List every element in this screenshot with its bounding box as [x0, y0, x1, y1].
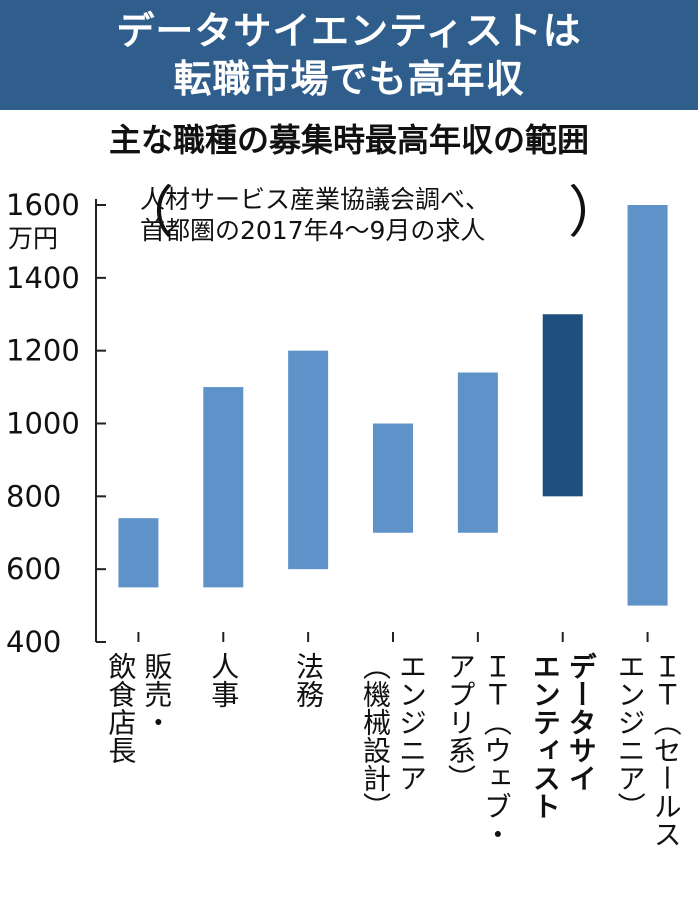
- note-line-2: 首都圏の2017年4～9月の求人: [140, 216, 486, 245]
- y-tick-label: 1600: [6, 188, 80, 222]
- range-bar: [373, 423, 413, 533]
- y-tick-label: 800: [6, 479, 61, 513]
- title-banner: データサイエンティストは 転職市場でも高年収: [0, 0, 698, 110]
- category-label: 販売・: [140, 652, 174, 736]
- category-label: （機械設計）: [359, 652, 392, 820]
- category-label: 法務: [292, 652, 326, 708]
- category-label: アプリ系）: [443, 652, 477, 792]
- category-label: 飲食店長: [104, 652, 138, 764]
- category-label: エンティスト: [528, 652, 562, 820]
- category-label: ＩＴ（ウェブ・: [479, 652, 513, 848]
- range-bar: [288, 350, 329, 570]
- chart-subtitle: 主な職種の募集時最高年収の範囲: [108, 121, 589, 159]
- note-text: 人材サービス産業協議会調べ、 首都圏の2017年4～9月の求人: [140, 184, 490, 246]
- chart-title-line-2: 転職市場でも高年収: [173, 57, 525, 101]
- category-label: エンジニア）: [613, 652, 647, 820]
- category-label: ＩＴ（セールス: [649, 652, 683, 848]
- y-tick-label: 600: [6, 552, 61, 586]
- y-tick-label: 1000: [6, 407, 80, 441]
- range-bar: [542, 314, 583, 497]
- range-bar: [457, 372, 498, 533]
- category-label: エンジニア: [395, 652, 428, 792]
- note-close-paren: ）: [568, 181, 624, 246]
- y-tick-label: 400: [6, 625, 61, 659]
- range-bar: [203, 387, 244, 588]
- y-tick-label: 1200: [6, 334, 80, 368]
- y-tick-label: 1400: [6, 261, 80, 295]
- note-open-paren: （: [118, 181, 174, 246]
- note-line-1: 人材サービス産業協議会調べ、: [140, 185, 491, 214]
- y-axis-unit: 万円: [8, 224, 59, 253]
- category-label: 人事: [207, 652, 241, 708]
- category-label: データサイ: [564, 652, 598, 792]
- range-bar: [118, 518, 159, 588]
- chart-title-line-1: データサイエンティストは: [116, 9, 582, 53]
- range-bar: [627, 205, 668, 606]
